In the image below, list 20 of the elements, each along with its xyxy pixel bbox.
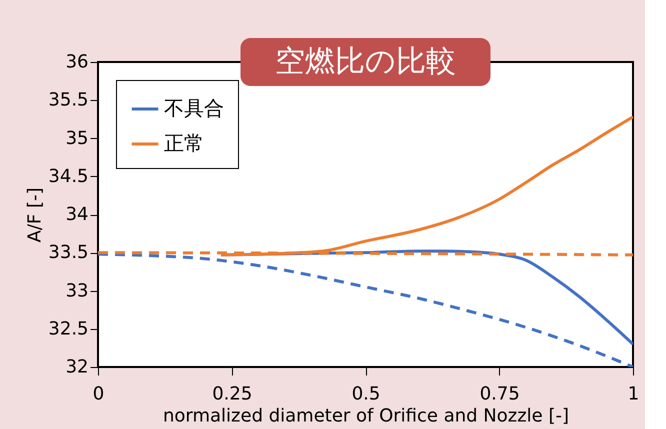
x-tick-label: 1	[628, 384, 640, 404]
y-tick-label: 32	[66, 356, 88, 378]
line-series	[98, 252, 633, 367]
y-tick-label: 36	[66, 52, 88, 72]
y-axis-title: A/F [-]	[24, 188, 46, 242]
y-tick-label: 33.5	[48, 242, 88, 264]
x-tick-label: 0	[92, 384, 104, 404]
legend-label: 不具合	[164, 96, 224, 120]
y-tick-label: 34	[66, 204, 88, 225]
x-tick-label: 0.75	[480, 384, 520, 404]
y-tick-label: 32.5	[48, 318, 88, 340]
y-tick-label: 35.5	[48, 90, 88, 111]
x-tick-label: 0.25	[212, 384, 252, 404]
chart-title: 空燃比の比較	[275, 44, 456, 79]
x-axis-title: normalized diameter of Orifice and Nozzle [-]	[162, 406, 570, 426]
legend-label: 正常	[164, 131, 204, 155]
x-tick-label: 0.5	[352, 384, 380, 404]
y-tick-label: 35	[66, 128, 88, 149]
y-tick-label: 33	[66, 280, 88, 302]
y-tick-label: 34.5	[48, 166, 88, 187]
